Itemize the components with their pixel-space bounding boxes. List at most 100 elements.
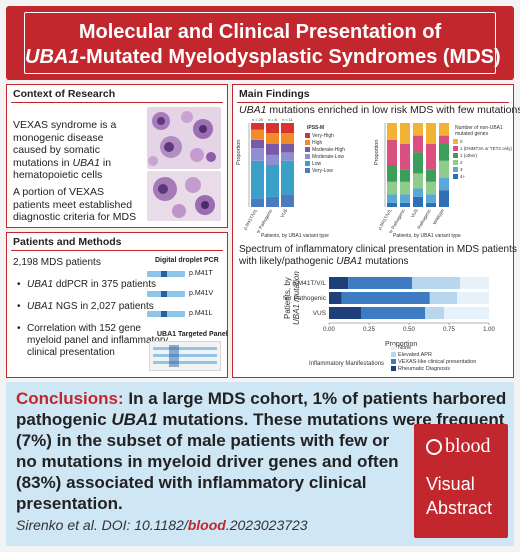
chart2-xlabel: Patients, by UBA1 variant type [393, 233, 461, 239]
bullet-line: clinical presentation [27, 347, 115, 358]
ddpcr-construct-1 [147, 271, 185, 277]
bar-very-high-other-pathogenic [266, 123, 279, 134]
findings-title: Main Findings [239, 88, 310, 100]
n-label: n = 11 [282, 118, 292, 122]
bar-2-wildtype [439, 160, 449, 178]
conclusion-line-6: presentation. [16, 494, 123, 513]
legend-swatch-0 [453, 139, 458, 144]
bar-elevated-apr-vus [425, 307, 445, 319]
bar-moderate-high-other-pathogenic [266, 144, 279, 155]
logo-line-2: Abstract [426, 498, 493, 518]
legend-swatch-3 [453, 167, 458, 172]
legend-label-1-dnmt3a-or-tet2-only: 1 (DNMT3A or TET2 only) [460, 145, 512, 151]
bar-1-other-other-pathogenic [400, 169, 410, 182]
conclusion-line-5: (83%) associated with inflammatory clini… [16, 473, 367, 492]
bar-4-pathogenic [426, 202, 436, 207]
bar-1-other-wildtype [439, 144, 449, 161]
bar-rheumatic-diagnosis-p-m41t-v-l [329, 277, 349, 289]
bar-vexas-like-clinical-presentation-vus [361, 307, 425, 319]
bar-none-vus [444, 307, 489, 319]
bar-1-dnmt3a-or-tet2-only-other-pathogenic [400, 144, 410, 170]
citation-text: Sirenko et al. DOI: 10.1182/ [16, 517, 188, 533]
ctx-line: caused by somatic [13, 144, 100, 156]
gene-name: UBA1 [336, 256, 363, 267]
x-tick-label: 0.25 [363, 327, 375, 333]
bar-2-pathogenic [426, 181, 436, 195]
bar-low-p-m41t-v-l [251, 160, 264, 199]
findings-subtitle-2b: with likely/pathogenic UBA1 mutations [239, 256, 409, 267]
logo-line-1: Visual [426, 474, 475, 494]
bar-2-p-m41t-v-l [387, 181, 397, 195]
x-tick-label: 1.00 [483, 327, 495, 333]
conclusion-text: pathogenic [16, 410, 112, 429]
legend-label-high: High [312, 139, 323, 146]
bar-0-pathogenic [426, 123, 436, 144]
bar-3-vus [413, 188, 423, 197]
legend-swatch-very-low [305, 168, 310, 173]
x-tick-label: p.M41T/V/L [242, 208, 258, 231]
legend-label-3: 3 [460, 166, 463, 172]
findings-subtitle-1: UBA1 mutations enriched in low risk MDS … [239, 104, 520, 116]
bar-moderate-low-p-m41t-v-l [251, 148, 264, 161]
bar-1-other-vus [413, 152, 423, 174]
bar-very-low-other-pathogenic [266, 196, 279, 207]
variant-label: p.M41T [189, 270, 213, 277]
bar-high-vus [281, 133, 294, 144]
ctx-line: VEXAS syndrome is a [13, 119, 117, 131]
bar-very-low-vus [281, 194, 294, 207]
y-tick-label: p.M41T/V/L [292, 280, 326, 287]
bar-none-p-m41t-v-l [460, 277, 489, 289]
bar-1-dnmt3a-or-tet2-only-pathogenic [426, 144, 436, 170]
bar-4-wildtype [439, 190, 449, 207]
bar-elevated-apr-other-pathogenic [429, 292, 457, 304]
bar-very-low-p-m41t-v-l [251, 198, 264, 207]
targeted-panel-label: UBA1 Targeted Panel [157, 331, 228, 338]
bar-moderate-high-p-m41t-v-l [251, 139, 264, 149]
bar-0-wildtype [439, 123, 449, 136]
legend-label-rheumatic-diagnosis: Rheumatic Diagnosis [398, 365, 450, 372]
header-banner: Molecular and Clinical Presentation of U… [6, 6, 514, 80]
methods-bullet-ddpcr: UBA1 ddPCR in 375 patients [17, 279, 156, 290]
methods-bullet-ngs: UBA1 NGS in 2,027 patients [17, 301, 154, 312]
gene-name: UBA1 [27, 301, 54, 312]
legend-swatch-2 [453, 160, 458, 165]
ctx-line: patients meet established [13, 198, 133, 211]
chart1-legend-title: IPSS-M [307, 125, 325, 131]
x-tick-label: VUS [410, 208, 419, 219]
conclusion-line-4: no mutations in myeloid driver genes and… [16, 452, 399, 471]
ctx-text: in [99, 156, 112, 169]
legend-label-none: None [398, 344, 412, 351]
bone-marrow-micrograph-2 [147, 171, 221, 221]
gene-name: UBA1 [239, 104, 267, 116]
legend-swatch-1-dnmt3a-or-tet2-only [453, 146, 458, 151]
logo-brand: blood [445, 435, 491, 457]
legend-label-2: 2 [460, 159, 463, 165]
bar-0-p-m41t-v-l [387, 123, 397, 140]
bullet-text: ddPCR in 375 patients [53, 279, 156, 290]
findings-panel: Main Findings UBA1 mutations enriched in… [232, 84, 520, 378]
subtitle-text: mutations enriched in low risk MDS with … [266, 104, 520, 116]
subtitle-text: with likely/pathogenic [239, 256, 337, 267]
legend-swatch-very-high [305, 133, 310, 138]
gene-name: UBA1 [27, 279, 54, 290]
bullet-text: NGS in 2,027 patients [53, 301, 154, 312]
context-paragraph-2: A portion of VEXAS patients meet establi… [13, 186, 153, 224]
ctx-line: A portion of VEXAS [13, 186, 105, 198]
n-label: n = 20 [252, 118, 263, 122]
methods-panel: Patients and Methods 2,198 MDS patients … [6, 232, 228, 378]
bar-rheumatic-diagnosis-other-pathogenic [329, 292, 342, 304]
bar-0-other-pathogenic [400, 123, 410, 144]
bar-rheumatic-diagnosis-vus [329, 307, 361, 319]
ctx-text: mutations in [13, 156, 73, 169]
bar-very-high-p-m41t-v-l [251, 123, 264, 130]
context-title: Context of Research [13, 88, 116, 100]
methods-total: 2,198 MDS patients [13, 257, 101, 268]
chart3-plot: p.M41T/V/L Other Pathogenic VUS 0.00 0.25 0.5… [283, 277, 495, 333]
bar-2-vus [413, 173, 423, 189]
legend-label-4: 4+ [460, 173, 466, 179]
conclusion-line-1: Conclusions: In a large MDS cohort, 1% o… [16, 389, 506, 409]
legend-swatch-rheumatic-diagnosis [391, 366, 396, 371]
context-paragraph-1: VEXAS syndrome is a monogenic disease ca… [13, 119, 121, 182]
conclusion-label: Conclusions: [16, 389, 124, 408]
